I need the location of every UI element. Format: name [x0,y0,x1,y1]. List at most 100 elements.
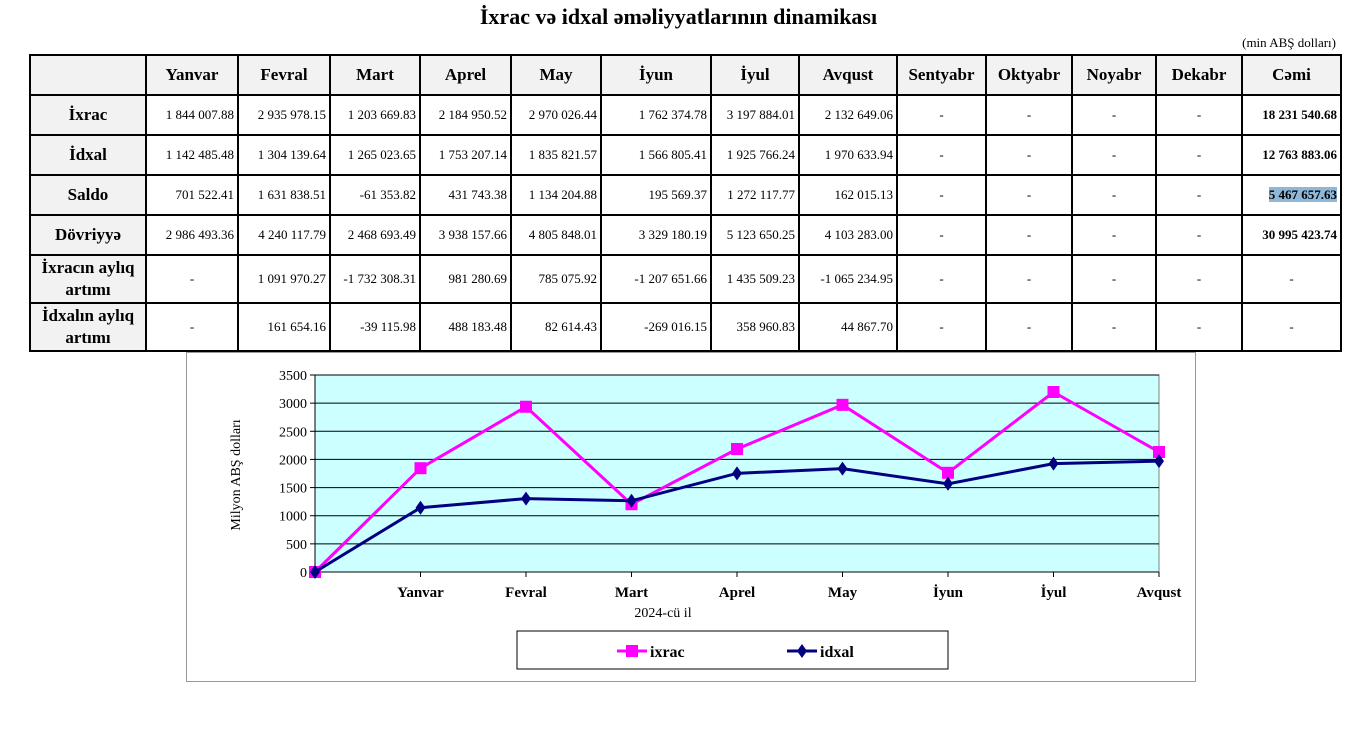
column-header: Oktyabr [985,54,1073,96]
table-header-row: Yanvar Fevral Mart Aprel May İyun İyul Avqust Se… [29,54,1342,96]
data-point-ixrac [731,443,743,456]
table-row: İxrac 1 844 007.88 2 935 978.15 1 203 669.8… [29,94,1342,136]
column-header: May [510,54,602,96]
y-tick-label: 500 [286,538,307,553]
data-point-idxal [943,476,953,491]
table-row: Dövriyyə 2 986 493.36 4 240 117.79 2 468 69… [29,214,1342,256]
x-tick-label: Mart [615,585,648,601]
column-header: Noyabr [1071,54,1157,96]
table-cell: 1 134 204.88 [510,174,602,216]
table-cell: 1 835 821.57 [510,134,602,176]
y-tick-label: 3500 [279,369,307,384]
data-point-idxal [1154,454,1164,469]
table-cell: 161 654.16 [237,302,331,352]
table-cell: 1 970 633.94 [798,134,898,176]
table-cell: 82 614.43 [510,302,602,352]
data-point-idxal [626,493,637,508]
table-cell: 1 762 374.78 [600,94,712,136]
row-header: Saldo [29,174,147,216]
table-cell: -61 353.82 [329,174,421,216]
table-cell: 1 265 023.65 [329,134,421,176]
x-tick-label: Yanvar [397,585,444,601]
table-cell: - [145,254,239,304]
y-tick-label: 0 [300,566,307,581]
x-tick-label: May [828,585,858,601]
y-tick-label: 2500 [279,425,307,440]
table-cell: - [985,134,1073,176]
table-cell: 4 805 848.01 [510,214,602,256]
row-header: İdxal [29,134,147,176]
data-point-ixrac [520,400,532,413]
column-header: Mart [329,54,421,96]
y-tick-label: 3000 [279,397,307,412]
x-tick-label: Avqust [1137,585,1182,601]
table-cell: 5 123 650.25 [710,214,800,256]
column-header: Cəmi [1241,54,1342,96]
table-cell: - [145,302,239,352]
table-cell: - [1071,174,1157,216]
table-cell: - [1155,174,1243,216]
table-row: İdxalın aylıq artımı -161 654.16 -39 115.9… [29,302,1342,352]
legend-marker-idxal [797,644,807,658]
data-point-ixrac [1153,445,1165,458]
x-tick-label: İyun [933,584,964,601]
table-cell: - [985,174,1073,216]
column-header: İyun [600,54,712,96]
data-point-idxal [521,491,531,506]
x-tick-label: Fevral [505,585,547,601]
table-cell: 1 566 805.41 [600,134,712,176]
legend-marker-ixrac [626,645,638,657]
table-cell: 1 304 139.64 [237,134,331,176]
table-cell: 431 743.38 [419,174,512,216]
table-cell: 18 231 540.68 [1241,94,1342,136]
table-cell: 1 091 970.27 [237,254,331,304]
data-point-ixrac [1047,386,1060,399]
table-cell: - [1155,302,1243,352]
table-row: İxracın aylıq artımı -1 091 970.27 -1 732 … [29,254,1342,304]
y-tick-label: 1500 [279,482,307,497]
table-cell: - [896,302,987,352]
row-header: Dövriyyə [29,214,147,256]
table-cell: - [985,94,1073,136]
row-header: İdxalın aylıq artımı [29,302,147,352]
data-point-ixrac [836,398,849,411]
table-cell: 1 272 117.77 [710,174,800,216]
table-cell: 2 935 978.15 [237,94,331,136]
table-cell: 785 075.92 [510,254,602,304]
y-axis-title: Milyon ABŞ dolları [229,419,244,530]
table-cell: 1 925 766.24 [710,134,800,176]
table-cell: -1 207 651.66 [600,254,712,304]
x-tick-label: Aprel [719,585,755,601]
table-cell: 2 468 693.49 [329,214,421,256]
data-point-idxal [310,565,320,579]
table-cell: - [1241,254,1342,304]
table-cell: 1 203 669.83 [329,94,421,136]
table-row: Saldo 701 522.41 1 631 838.51 -61 353.82 431… [29,174,1342,216]
table-cell: 701 522.41 [145,174,239,216]
data-point-idxal [1048,456,1059,471]
x-tick-label: İyul [1041,584,1067,601]
table-cell: - [896,214,987,256]
table-cell: 12 763 883.06 [1241,134,1342,176]
table-cell: - [896,94,987,136]
y-tick-label: 2000 [279,453,307,468]
highlighted-total[interactable]: 5 467 657.63 [1268,187,1337,202]
table-cell: 2 132 649.06 [798,94,898,136]
table-cell: - [985,214,1073,256]
page-title: İxrac və idxal əməliyyatlarının dinamika… [479,4,878,29]
table-cell: -1 732 308.31 [329,254,421,304]
legend [516,630,949,670]
table-cell: 1 435 509.23 [710,254,800,304]
y-tick-label: 1000 [279,510,307,525]
table-row: İdxal 1 142 485.48 1 304 139.64 1 265 023.6… [29,134,1342,176]
data-point-idxal [732,466,742,481]
table-cell: 2 184 950.52 [419,94,512,136]
data-point-ixrac [414,462,427,475]
table-cell: 1 844 007.88 [145,94,239,136]
legend-label: ixrac [650,644,685,661]
table-cell: - [1071,254,1157,304]
table-cell: 2 986 493.36 [145,214,239,256]
data-point-ixrac [942,466,954,479]
table-cell: - [1155,94,1243,136]
row-header: İxrac [29,94,147,136]
